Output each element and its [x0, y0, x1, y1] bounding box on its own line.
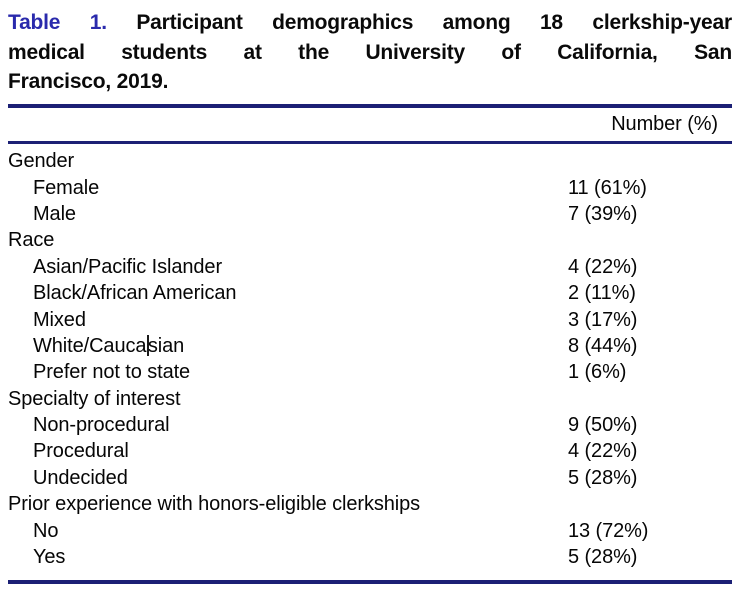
table-row: Female 11 (61%) [8, 175, 732, 201]
table-category-row: Race [8, 228, 732, 254]
caption-line-3: Francisco, 2019. [8, 70, 169, 93]
caption-line-2: medical students at the University of Ca… [8, 40, 732, 64]
text-cursor [147, 334, 149, 356]
row-value: 4 (22%) [568, 440, 638, 463]
row-value: 4 (22%) [568, 255, 638, 278]
table-bottom-rule [8, 579, 732, 584]
table-number-label: Table 1. [8, 11, 107, 34]
row-label: White/Caucasian [33, 334, 185, 357]
table-row: Procedural 4 (22%) [8, 439, 732, 465]
table-category-row: Prior experience with honors-eligible cl… [8, 492, 732, 518]
row-value: 11 (61%) [568, 176, 647, 199]
row-label: Female [33, 176, 100, 199]
table-top-rule [8, 103, 732, 108]
row-label: Yes [33, 546, 66, 569]
row-label: Prefer not to state [33, 361, 191, 384]
caption-line-1-text: Participant demographics among 18 clerks… [136, 11, 732, 34]
row-value: 1 (6%) [568, 361, 627, 384]
row-value: 9 (50%) [568, 414, 638, 437]
row-value: 2 (11%) [568, 282, 636, 305]
row-label: Undecided [33, 466, 128, 489]
table-row: No 13 (72%) [8, 518, 732, 544]
row-value: 13 (72%) [568, 519, 649, 542]
row-label: Asian/Pacific Islander [33, 255, 223, 278]
table-row: Yes 5 (28%) [8, 544, 732, 570]
table-row: Black/African American 2 (11%) [8, 280, 732, 306]
row-label: Prior experience with honors-eligible cl… [8, 493, 421, 516]
row-value: 8 (44%) [568, 334, 638, 357]
row-label: Specialty of interest [8, 387, 181, 410]
row-value: 3 (17%) [568, 308, 638, 331]
row-label: Non-procedural [33, 414, 170, 437]
row-label: Male [33, 202, 76, 225]
table-row: Prefer not to state 1 (6%) [8, 360, 732, 386]
row-label: Race [8, 229, 55, 252]
row-label: Procedural [33, 440, 129, 463]
row-value: 5 (28%) [568, 546, 638, 569]
table-category-row: Gender [8, 149, 732, 175]
table-header-row: Number (%) [8, 108, 732, 141]
table-caption: Table 1. Participant demographics among … [8, 8, 732, 97]
table-body: Gender Female 11 (61%) Male 7 (39%) Race Asian… [8, 144, 732, 580]
table-category-row: Specialty of interest [8, 386, 732, 412]
table-row: White/Caucasian 8 (44%) [8, 333, 732, 359]
row-label: Mixed [33, 308, 86, 331]
paper-table-region: Table 1. Participant demographics among … [8, 8, 732, 584]
table-row: Mixed 3 (17%) [8, 307, 732, 333]
table-row: Non-procedural 9 (50%) [8, 412, 732, 438]
table-row: Asian/Pacific Islander 4 (22%) [8, 254, 732, 280]
row-label: No [33, 519, 59, 542]
row-value: 7 (39%) [568, 202, 638, 225]
row-label: Gender [8, 150, 75, 173]
table-row: Male 7 (39%) [8, 201, 732, 227]
row-label: Black/African American [33, 282, 237, 305]
table-row: Undecided 5 (28%) [8, 465, 732, 491]
row-value: 5 (28%) [568, 466, 638, 489]
caption-line-1: Table 1. Participant demographics among … [8, 8, 732, 38]
column-header-number-pct: Number (%) [611, 112, 718, 135]
table-header-rule [8, 140, 732, 144]
